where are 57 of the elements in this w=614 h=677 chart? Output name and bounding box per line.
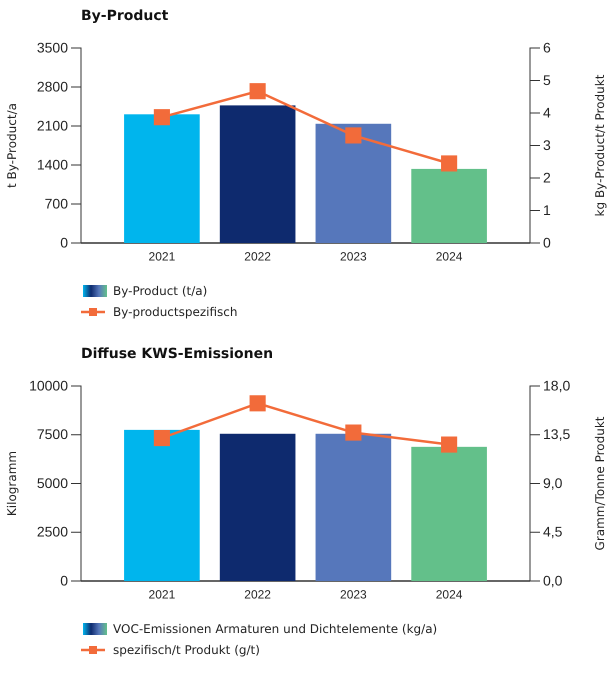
x-tick-label: 2023 [340,249,368,264]
bar [411,168,487,243]
chart-title: By-Product [81,8,169,24]
y-tick-label: 2800 [36,78,68,94]
legend-label: By-Product (t/a) [113,284,208,298]
y-tick-label: 0 [60,234,68,250]
y2-tick-label: 6 [543,39,551,56]
y2-tick-label: 9,0 [543,474,563,491]
x-tick-label: 2022 [244,249,272,264]
bar [220,434,296,581]
point [154,109,170,126]
y2-tick-label: 2 [543,169,551,186]
bar [220,105,296,243]
y2-axis-title: kg By-Product/t Produkt [593,74,607,216]
y2-tick-label: 0 [543,234,551,250]
y2-tick-label: 5 [543,72,551,88]
y-tick-label: 3500 [36,39,68,56]
point [345,424,362,441]
x-tick-label: 2021 [148,249,176,264]
y-tick-label: 0 [60,572,68,588]
y-tick-label: 10000 [29,377,68,394]
point [345,127,362,144]
x-tick-label: 2024 [436,587,463,602]
x-tick-label: 2021 [148,587,176,602]
bar [316,434,392,581]
legend-label: VOC-Emissionen Armaturen und Dichtelemente (kg/a) [113,622,438,636]
x-tick-label: 2022 [244,587,272,602]
y2-tick-label: 3 [543,136,551,153]
y2-tick-label: 1 [543,202,551,218]
y2-tick-label: 18,0 [543,377,570,394]
y-tick-label: 7500 [36,426,68,442]
y-tick-label: 1400 [36,156,68,172]
y-tick-label: 2500 [36,524,68,540]
y2-tick-label: 4,5 [543,524,563,540]
y2-tick-label: 4 [543,104,551,120]
y-tick-label: 5000 [36,474,68,491]
point [250,83,266,100]
legend-label: By-productspezifisch [113,305,238,320]
chart-title: Diffuse KWS-Emissionen [81,346,274,362]
bar [124,430,200,581]
y2-tick-label: 0,0 [543,572,563,588]
bar [316,124,392,243]
point [441,155,458,172]
bar [124,114,200,243]
point [154,430,170,446]
y-tick-label: 700 [44,195,68,212]
x-tick-label: 2023 [340,587,368,602]
y-tick-label: 2100 [36,117,68,134]
legend-label: spezifisch/t Produkt (g/t) [113,643,260,658]
y2-axis-title: Gramm/Tonne Produkt [593,416,607,550]
point [441,436,458,453]
bar [411,446,487,581]
y2-tick-label: 13,5 [543,426,570,442]
y-axis-title: Kilogramm [5,450,19,516]
y-axis-title: t By-Product/a [5,103,19,188]
point [250,395,266,412]
x-tick-label: 2024 [436,249,463,264]
